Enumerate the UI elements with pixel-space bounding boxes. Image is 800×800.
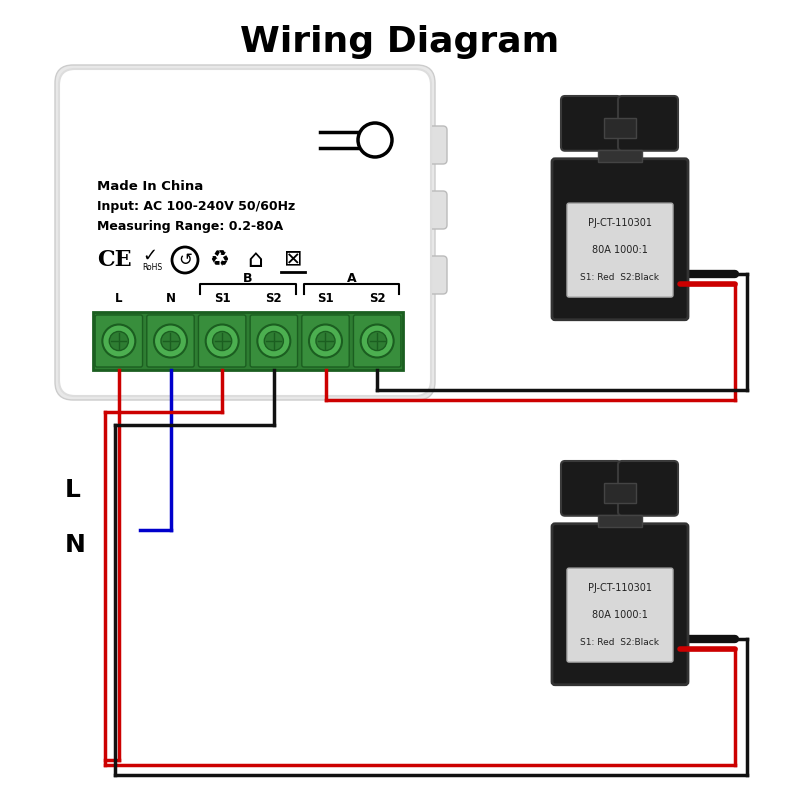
Circle shape bbox=[102, 325, 135, 358]
Text: S1: Red  S2:Black: S1: Red S2:Black bbox=[581, 273, 659, 282]
Circle shape bbox=[213, 331, 232, 350]
Text: S1: Red  S2:Black: S1: Red S2:Black bbox=[581, 638, 659, 646]
Text: S1: S1 bbox=[317, 291, 334, 305]
Text: ⌂: ⌂ bbox=[247, 248, 263, 272]
FancyBboxPatch shape bbox=[95, 315, 142, 367]
FancyBboxPatch shape bbox=[618, 96, 678, 150]
FancyBboxPatch shape bbox=[198, 315, 246, 367]
FancyBboxPatch shape bbox=[567, 568, 673, 662]
Text: S2: S2 bbox=[369, 291, 386, 305]
FancyBboxPatch shape bbox=[354, 315, 401, 367]
Circle shape bbox=[206, 325, 238, 358]
Text: L: L bbox=[65, 478, 81, 502]
Text: S1: S1 bbox=[214, 291, 230, 305]
Text: B: B bbox=[243, 271, 253, 285]
FancyBboxPatch shape bbox=[561, 461, 621, 516]
Bar bbox=[604, 483, 636, 503]
FancyBboxPatch shape bbox=[567, 203, 673, 297]
Text: 80A 1000:1: 80A 1000:1 bbox=[592, 245, 648, 255]
Text: ♻: ♻ bbox=[209, 250, 229, 270]
Text: Measuring Range: 0.2-80A: Measuring Range: 0.2-80A bbox=[97, 220, 283, 233]
Text: ⊠: ⊠ bbox=[284, 248, 302, 268]
Text: CE: CE bbox=[97, 249, 132, 271]
FancyBboxPatch shape bbox=[552, 524, 688, 685]
FancyBboxPatch shape bbox=[302, 315, 349, 367]
Bar bbox=[604, 118, 636, 138]
Text: RoHS: RoHS bbox=[142, 263, 162, 273]
Text: N: N bbox=[166, 291, 175, 305]
FancyBboxPatch shape bbox=[55, 65, 435, 400]
Circle shape bbox=[368, 331, 386, 350]
Text: Wiring Diagram: Wiring Diagram bbox=[240, 25, 560, 59]
Text: Input: AC 100-240V 50/60Hz: Input: AC 100-240V 50/60Hz bbox=[97, 200, 295, 213]
Text: S2: S2 bbox=[266, 291, 282, 305]
Text: A: A bbox=[346, 271, 356, 285]
FancyBboxPatch shape bbox=[561, 96, 621, 150]
Circle shape bbox=[361, 325, 394, 358]
Text: Made In China: Made In China bbox=[97, 180, 203, 193]
Text: PJ-CT-110301: PJ-CT-110301 bbox=[588, 583, 652, 593]
Circle shape bbox=[161, 331, 180, 350]
Circle shape bbox=[154, 325, 187, 358]
Circle shape bbox=[258, 325, 290, 358]
Bar bbox=[598, 514, 642, 526]
Text: ✓: ✓ bbox=[142, 247, 157, 265]
Circle shape bbox=[309, 325, 342, 358]
FancyBboxPatch shape bbox=[250, 315, 298, 367]
Text: ↺: ↺ bbox=[178, 251, 192, 269]
Text: N: N bbox=[65, 533, 86, 557]
FancyBboxPatch shape bbox=[59, 69, 431, 396]
Text: L: L bbox=[115, 291, 122, 305]
FancyBboxPatch shape bbox=[421, 126, 447, 164]
Circle shape bbox=[110, 331, 128, 350]
FancyBboxPatch shape bbox=[421, 256, 447, 294]
Circle shape bbox=[264, 331, 283, 350]
Text: 80A 1000:1: 80A 1000:1 bbox=[592, 610, 648, 620]
Bar bbox=[93, 312, 403, 370]
Text: PJ-CT-110301: PJ-CT-110301 bbox=[588, 218, 652, 228]
Bar bbox=[598, 150, 642, 162]
Circle shape bbox=[316, 331, 335, 350]
FancyBboxPatch shape bbox=[146, 315, 194, 367]
FancyBboxPatch shape bbox=[421, 191, 447, 229]
FancyBboxPatch shape bbox=[552, 158, 688, 320]
FancyBboxPatch shape bbox=[618, 461, 678, 516]
